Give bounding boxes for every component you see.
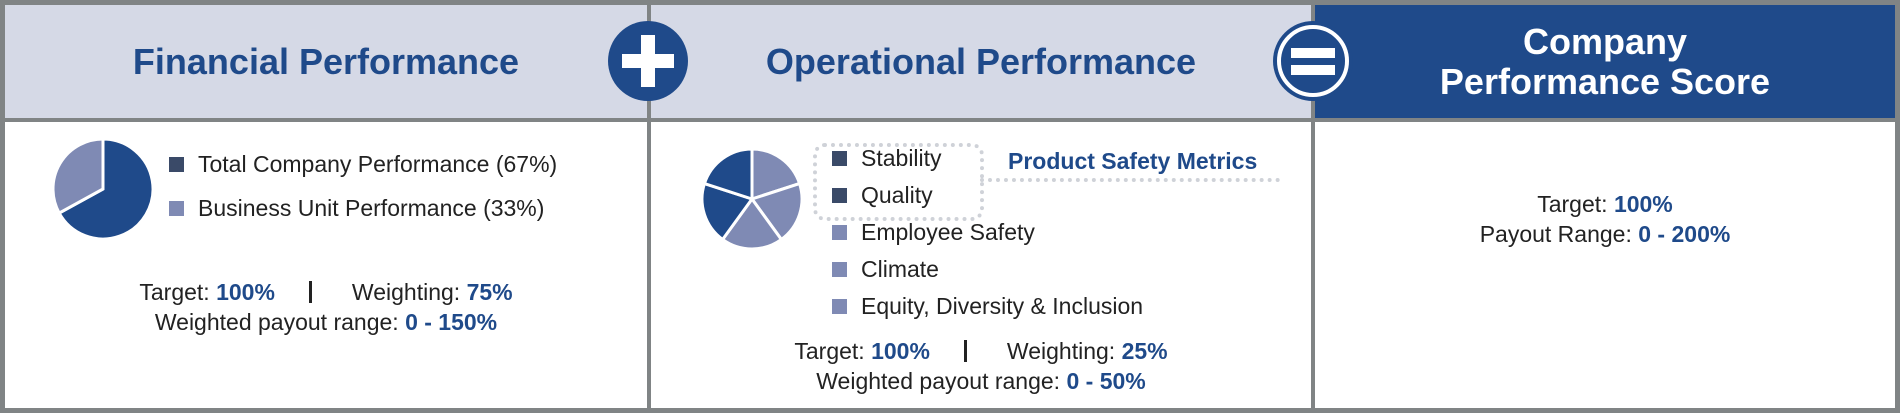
financial-legend: Total Company Performance (67%) Business… — [169, 149, 557, 237]
legend-label: Quality — [861, 181, 933, 208]
range-value: 0 - 200% — [1638, 221, 1731, 247]
legend-label: Total Company Performance (67%) — [198, 150, 558, 177]
range-value: 0 - 50% — [1066, 368, 1146, 394]
target-label: Target: — [1537, 191, 1608, 217]
financial-title: Financial Performance — [132, 40, 520, 82]
product-safety-group-box — [813, 143, 984, 221]
range-value: 0 - 150% — [405, 309, 498, 335]
separator — [963, 340, 967, 362]
financial-panel: Total Company Performance (67%) Business… — [5, 122, 647, 408]
operational-header: Operational Performance — [651, 5, 1311, 118]
pie-slice — [51, 137, 105, 216]
legend-swatch — [832, 298, 847, 314]
legend-item: Business Unit Performance (33%) — [169, 193, 557, 223]
target-value: 100% — [216, 279, 275, 305]
company-title-line1: Company — [1522, 20, 1688, 62]
legend-label: Business Unit Performance (33%) — [198, 194, 545, 221]
company-header: Company Performance Score — [1315, 5, 1895, 118]
legend-item: Employee Safety — [832, 217, 1143, 247]
pie-slice — [749, 181, 804, 242]
company-title-line2: Performance Score — [1439, 60, 1771, 102]
financial-pie-chart — [51, 137, 155, 241]
company-stats: Target: 100% Payout Range: 0 - 200% — [1315, 189, 1895, 249]
operational-panel: Product Safety Metrics Stability Quality… — [651, 122, 1311, 408]
weighting-value: 25% — [1121, 338, 1168, 364]
operational-title: Operational Performance — [765, 40, 1197, 82]
pie-slice — [700, 181, 755, 242]
plus-icon — [608, 21, 688, 101]
weighting-value: 75% — [466, 279, 513, 305]
legend-label: Employee Safety — [861, 218, 1035, 245]
product-safety-label: Product Safety Metrics — [1008, 148, 1258, 174]
legend-label: Equity, Diversity & Inclusion — [861, 292, 1144, 319]
legend-swatch — [832, 187, 847, 203]
operational-legend: Stability Quality Employee Safety Climat… — [832, 143, 1143, 328]
legend-item: Equity, Diversity & Inclusion — [832, 291, 1143, 321]
operational-stats: Target: 100% Weighting: 25% Weighted payo… — [651, 336, 1311, 396]
target-label: Target: — [139, 279, 210, 305]
pie-slice — [720, 196, 784, 251]
weighting-label: Weighting: — [1006, 338, 1116, 364]
legend-item: Quality — [832, 180, 1143, 210]
legend-swatch — [832, 224, 847, 240]
range-label: Payout Range: — [1479, 221, 1632, 247]
pie-slice — [57, 137, 155, 241]
financial-header: Financial Performance — [5, 5, 647, 118]
equals-icon — [1273, 21, 1353, 101]
operational-pie-chart — [700, 147, 804, 251]
legend-swatch — [832, 150, 847, 166]
legend-label: Climate — [861, 255, 939, 282]
legend-label: Stability — [861, 144, 942, 171]
legend-item: Climate — [832, 254, 1143, 284]
financial-stats: Target: 100% Weighting: 75% Weighted payo… — [5, 277, 647, 337]
range-label: Weighted payout range: — [154, 309, 399, 335]
legend-item: Stability — [832, 143, 1143, 173]
product-safety-connector — [980, 178, 1280, 182]
target-value: 100% — [871, 338, 930, 364]
legend-swatch — [169, 200, 184, 216]
weighting-label: Weighting: — [351, 279, 461, 305]
legend-item: Total Company Performance (67%) — [169, 149, 557, 179]
target-label: Target: — [794, 338, 865, 364]
legend-swatch — [832, 261, 847, 277]
separator — [308, 281, 312, 303]
legend-swatch — [169, 156, 184, 172]
company-panel: Target: 100% Payout Range: 0 - 200% — [1315, 122, 1895, 408]
range-label: Weighted payout range: — [816, 368, 1061, 394]
pie-slice — [702, 147, 754, 202]
target-value: 100% — [1613, 191, 1673, 217]
